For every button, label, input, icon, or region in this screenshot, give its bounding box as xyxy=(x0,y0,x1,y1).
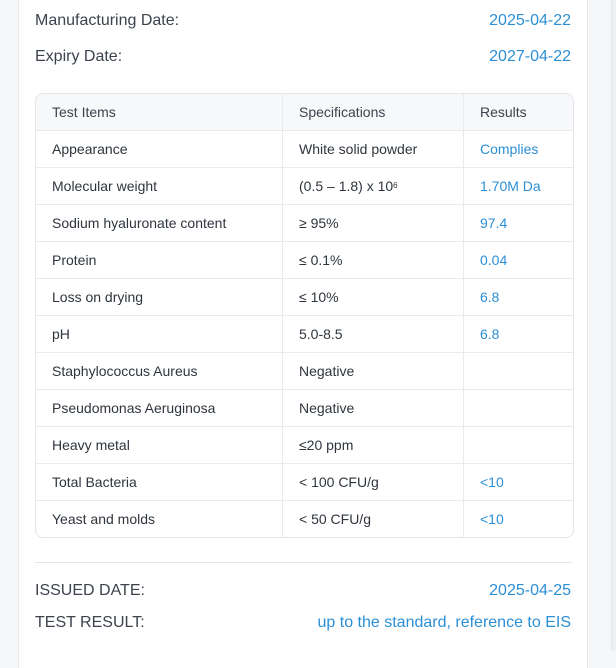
test-result-value: up to the standard, reference to EIS xyxy=(317,614,572,631)
specification: Negative xyxy=(283,390,464,426)
result: Complies xyxy=(480,141,539,157)
result: <10 xyxy=(480,474,504,490)
test-item: Sodium hyaluronate content xyxy=(36,205,283,241)
specification: 5.0-8.5 xyxy=(283,316,464,352)
table-row: pH 5.0-8.5 6.8 xyxy=(36,315,573,352)
expiry-date-row: Expiry Date: 2027-04-22 xyxy=(35,46,571,68)
specification: < 50 CFU/g xyxy=(283,501,464,537)
issued-date-row: ISSUED DATE: 2025-04-25 xyxy=(35,580,571,602)
result: <10 xyxy=(480,511,504,527)
test-item: Molecular weight xyxy=(36,168,283,204)
test-item: Staphylococcus Aureus xyxy=(36,353,283,389)
manufacturing-date-row: Manufacturing Date: 2025-04-22 xyxy=(35,10,571,32)
test-result-label: TEST RESULT: xyxy=(35,614,145,631)
specification: ≤20 ppm xyxy=(283,427,464,463)
table-row: Molecular weight (0.5 – 1.8) x 10 6 1.70M… xyxy=(36,167,573,204)
specification: < 100 CFU/g xyxy=(283,464,464,500)
result xyxy=(464,353,573,389)
result: 6.8 xyxy=(480,326,500,342)
table-row: Total Bacteria < 100 CFU/g <10 xyxy=(36,463,573,500)
table-row: Staphylococcus Aureus Negative xyxy=(36,352,573,389)
test-item: Loss on drying xyxy=(36,279,283,315)
header-test-items: Test Items xyxy=(36,94,283,130)
table-row: Appearance White solid powder Complies xyxy=(36,130,573,167)
specification: ≤ 10% xyxy=(283,279,464,315)
table-row: Pseudomonas Aeruginosa Negative xyxy=(36,389,573,426)
result xyxy=(464,427,573,463)
table-row: Sodium hyaluronate content ≥ 95% 97.4 xyxy=(36,204,573,241)
issued-date-value: 2025-04-25 xyxy=(489,582,571,599)
issued-date-label: ISSUED DATE: xyxy=(35,582,145,599)
table-row: Yeast and molds < 50 CFU/g <10 xyxy=(36,500,573,537)
test-item: Pseudomonas Aeruginosa xyxy=(36,390,283,426)
result: 97.4 xyxy=(480,215,508,231)
specification: ≥ 95% xyxy=(283,205,464,241)
manufacturing-date-label: Manufacturing Date: xyxy=(35,12,180,29)
scrollbar-track[interactable] xyxy=(611,0,616,651)
section-divider xyxy=(35,562,572,563)
test-result-row: TEST RESULT: up to the standard, referen… xyxy=(35,612,571,634)
result: 1.70M Da xyxy=(480,178,541,194)
expiry-date-label: Expiry Date: xyxy=(35,48,123,65)
result: 6.8 xyxy=(480,289,500,305)
test-item: Protein xyxy=(36,242,283,278)
expiry-date-value: 2027-04-22 xyxy=(489,48,571,65)
header-results: Results xyxy=(480,104,527,120)
test-item: Heavy metal xyxy=(36,427,283,463)
specification: White solid powder xyxy=(283,131,464,167)
result xyxy=(464,390,573,426)
specification: Negative xyxy=(283,353,464,389)
test-item: pH xyxy=(36,316,283,352)
table-row: Protein ≤ 0.1% 0.04 xyxy=(36,241,573,278)
test-results-table: Test Items Specifications Results Appear… xyxy=(35,93,574,538)
specification-text: (0.5 – 1.8) x 10 xyxy=(299,178,394,194)
table-row: Heavy metal ≤20 ppm xyxy=(36,426,573,463)
table-header-row: Test Items Specifications Results xyxy=(36,94,573,130)
result: 0.04 xyxy=(480,252,508,268)
manufacturing-date-value: 2025-04-22 xyxy=(489,12,571,29)
table-row: Loss on drying ≤ 10% 6.8 xyxy=(36,278,573,315)
test-item: Yeast and molds xyxy=(36,501,283,537)
header-specifications: Specifications xyxy=(283,94,464,130)
test-item: Appearance xyxy=(36,131,283,167)
specification: (0.5 – 1.8) x 10 6 xyxy=(283,168,464,204)
test-item: Total Bacteria xyxy=(36,464,283,500)
specification: ≤ 0.1% xyxy=(283,242,464,278)
